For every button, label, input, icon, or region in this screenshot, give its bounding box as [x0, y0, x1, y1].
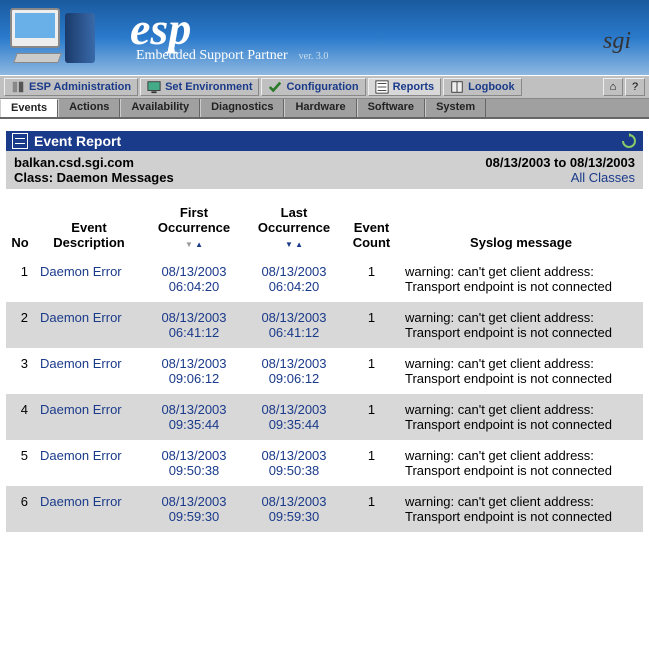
- col-last[interactable]: Last Occurrence ▼ ▲: [244, 199, 344, 256]
- col-msg: Syslog message: [399, 199, 643, 256]
- product-subtitle: Embedded Support Partner: [130, 48, 288, 63]
- cell-syslog-message: warning: can't get client address: Trans…: [399, 302, 643, 348]
- primary-menu: ESP Administration Set Environment Confi…: [0, 75, 649, 99]
- cell-syslog-message: warning: can't get client address: Trans…: [399, 486, 643, 532]
- cell-syslog-message: warning: can't get client address: Trans…: [399, 440, 643, 486]
- host-name: balkan.csd.sgi.com: [14, 155, 485, 170]
- col-first-label: First Occurrence: [158, 205, 230, 235]
- cell-event-count: 1: [344, 302, 399, 348]
- table-row: 6Daemon Error08/13/200309:59:3008/13/200…: [6, 486, 643, 532]
- table-row: 4Daemon Error08/13/200309:35:4408/13/200…: [6, 394, 643, 440]
- report-icon: [12, 133, 28, 149]
- cell-event-count: 1: [344, 348, 399, 394]
- help-button[interactable]: ?: [625, 78, 645, 96]
- tab-events[interactable]: Events: [0, 99, 58, 117]
- cell-last-occurrence[interactable]: 08/13/200306:04:20: [244, 256, 344, 302]
- cell-event-description[interactable]: Daemon Error: [34, 302, 144, 348]
- tab-system[interactable]: System: [425, 99, 486, 117]
- check-icon: [268, 80, 282, 94]
- menu-label: Logbook: [468, 81, 514, 93]
- home-button[interactable]: ⌂: [603, 78, 623, 96]
- product-name: esp: [130, 11, 328, 48]
- cell-no: 1: [6, 256, 34, 302]
- cell-first-occurrence[interactable]: 08/13/200309:35:44: [144, 394, 244, 440]
- tab-actions[interactable]: Actions: [58, 99, 120, 117]
- col-first[interactable]: First Occurrence ▼ ▲: [144, 199, 244, 256]
- menu-label: Configuration: [286, 81, 358, 93]
- cell-first-occurrence[interactable]: 08/13/200306:41:12: [144, 302, 244, 348]
- refresh-icon[interactable]: [621, 133, 637, 149]
- menu-esp-administration[interactable]: ESP Administration: [4, 78, 138, 96]
- cell-event-description[interactable]: Daemon Error: [34, 348, 144, 394]
- cell-event-description[interactable]: Daemon Error: [34, 394, 144, 440]
- cell-event-count: 1: [344, 440, 399, 486]
- cell-no: 4: [6, 394, 34, 440]
- col-last-label: Last Occurrence: [258, 205, 330, 235]
- tab-diagnostics[interactable]: Diagnostics: [200, 99, 284, 117]
- cell-no: 5: [6, 440, 34, 486]
- report-subheader: balkan.csd.sgi.com Class: Daemon Message…: [6, 151, 643, 189]
- menu-reports[interactable]: Reports: [368, 78, 442, 96]
- menu-configuration[interactable]: Configuration: [261, 78, 365, 96]
- table-row: 3Daemon Error08/13/200309:06:1208/13/200…: [6, 348, 643, 394]
- computer-graphic-icon: [10, 8, 110, 68]
- tab-availability[interactable]: Availability: [120, 99, 200, 117]
- cell-event-description[interactable]: Daemon Error: [34, 486, 144, 532]
- tab-hardware[interactable]: Hardware: [284, 99, 356, 117]
- menu-set-environment[interactable]: Set Environment: [140, 78, 259, 96]
- event-table: No Event Description First Occurrence ▼ …: [6, 199, 643, 532]
- cell-first-occurrence[interactable]: 08/13/200306:04:20: [144, 256, 244, 302]
- cell-syslog-message: warning: can't get client address: Trans…: [399, 394, 643, 440]
- cell-first-occurrence[interactable]: 08/13/200309:59:30: [144, 486, 244, 532]
- cell-no: 6: [6, 486, 34, 532]
- brand-logo: sgi: [603, 28, 631, 55]
- product-version: ver. 3.0: [291, 51, 329, 62]
- col-desc: Event Description: [34, 199, 144, 256]
- cell-last-occurrence[interactable]: 08/13/200306:41:12: [244, 302, 344, 348]
- col-no: No: [6, 199, 34, 256]
- col-count: Event Count: [344, 199, 399, 256]
- cell-no: 2: [6, 302, 34, 348]
- list-icon: [375, 80, 389, 94]
- menu-logbook[interactable]: Logbook: [443, 78, 521, 96]
- menu-label: Set Environment: [165, 81, 252, 93]
- cell-last-occurrence[interactable]: 08/13/200309:50:38: [244, 440, 344, 486]
- sort-icon[interactable]: ▼ ▲: [185, 240, 203, 249]
- cell-last-occurrence[interactable]: 08/13/200309:59:30: [244, 486, 344, 532]
- secondary-tabs: Events Actions Availability Diagnostics …: [0, 99, 649, 119]
- cell-event-description[interactable]: Daemon Error: [34, 256, 144, 302]
- cell-last-occurrence[interactable]: 08/13/200309:35:44: [244, 394, 344, 440]
- cell-first-occurrence[interactable]: 08/13/200309:50:38: [144, 440, 244, 486]
- table-header-row: No Event Description First Occurrence ▼ …: [6, 199, 643, 256]
- cell-event-count: 1: [344, 486, 399, 532]
- report-title: Event Report: [34, 133, 121, 149]
- cell-last-occurrence[interactable]: 08/13/200309:06:12: [244, 348, 344, 394]
- cell-syslog-message: warning: can't get client address: Trans…: [399, 256, 643, 302]
- sort-icon[interactable]: ▼ ▲: [285, 240, 303, 249]
- menu-label: ESP Administration: [29, 81, 131, 93]
- cell-first-occurrence[interactable]: 08/13/200309:06:12: [144, 348, 244, 394]
- menu-label: Reports: [393, 81, 435, 93]
- cell-event-count: 1: [344, 256, 399, 302]
- all-classes-link[interactable]: All Classes: [485, 170, 635, 185]
- product-title-block: esp Embedded Support Partner ver. 3.0: [130, 11, 328, 64]
- book-icon: [450, 80, 464, 94]
- table-row: 1Daemon Error08/13/200306:04:2008/13/200…: [6, 256, 643, 302]
- tab-software[interactable]: Software: [357, 99, 425, 117]
- banner: esp Embedded Support Partner ver. 3.0 sg…: [0, 0, 649, 75]
- monitor-icon: [147, 80, 161, 94]
- cell-event-count: 1: [344, 394, 399, 440]
- cell-event-description[interactable]: Daemon Error: [34, 440, 144, 486]
- cell-no: 3: [6, 348, 34, 394]
- class-label: Class:: [14, 170, 57, 185]
- table-row: 5Daemon Error08/13/200309:50:3808/13/200…: [6, 440, 643, 486]
- date-range: 08/13/2003 to 08/13/2003: [485, 155, 635, 170]
- tools-icon: [11, 80, 25, 94]
- cell-syslog-message: warning: can't get client address: Trans…: [399, 348, 643, 394]
- class-value: Daemon Messages: [57, 170, 174, 185]
- report-title-bar: Event Report: [6, 131, 643, 151]
- table-row: 2Daemon Error08/13/200306:41:1208/13/200…: [6, 302, 643, 348]
